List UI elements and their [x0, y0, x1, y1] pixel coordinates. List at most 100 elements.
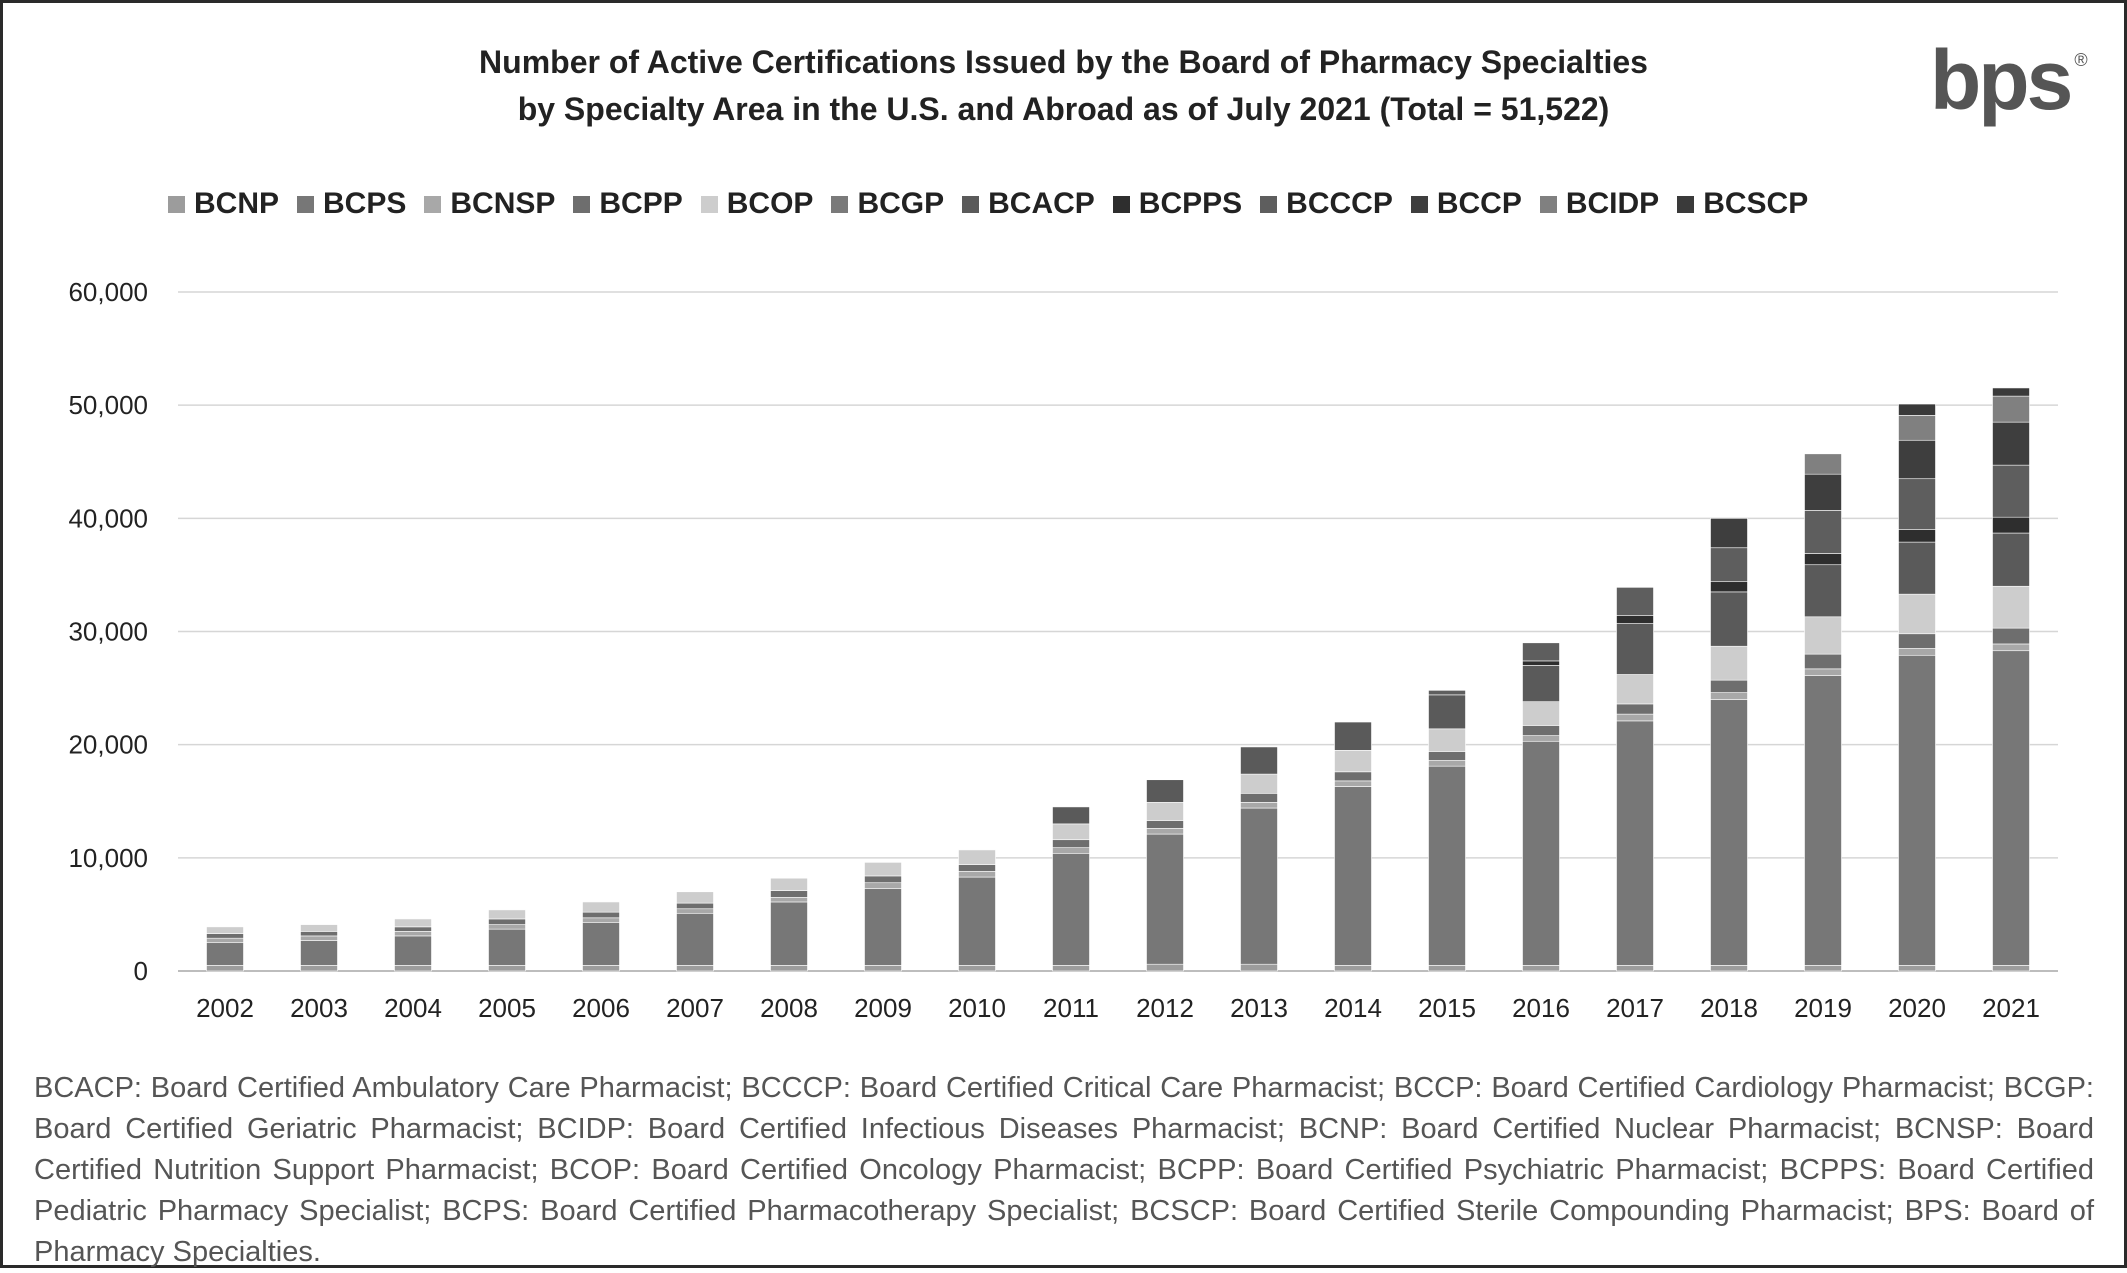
bar-segment-bcpp-2012	[1146, 820, 1184, 829]
legend-item-bcps: BCPS	[297, 187, 406, 221]
bar-segment-bcnp-2018	[1710, 965, 1748, 972]
bar-segment-bcop-2012	[1146, 802, 1184, 821]
bar-segment-bcps-2017	[1616, 720, 1654, 966]
bps-logo-text: bps	[1930, 33, 2073, 127]
legend-item-bcpps: BCPPS	[1112, 187, 1243, 221]
bar-segment-bcpp-2008	[770, 890, 808, 898]
bar-segment-bcop-2006	[582, 901, 620, 913]
legend-item-bcccp: BCCCP	[1260, 187, 1393, 221]
bar-segment-bcnsp-2019	[1804, 668, 1842, 676]
bar-segment-bcnsp-2006	[582, 917, 620, 923]
x-tick-label: 2014	[1324, 993, 1382, 1023]
bar-segment-bcpp-2016	[1522, 725, 1560, 736]
y-tick-label: 40,000	[68, 503, 148, 533]
x-tick-label: 2008	[760, 993, 818, 1023]
x-tick-label: 2019	[1794, 993, 1852, 1023]
bar-segment-bcpp-2018	[1710, 679, 1748, 693]
bar-segment-bcidp-2020	[1898, 415, 1936, 441]
bar-stacks	[206, 387, 2030, 972]
bar-segment-bcps-2010	[958, 876, 996, 966]
bar-segment-bcccp-2018	[1710, 547, 1748, 583]
stacked-bar-chart: 0 10,000 20,000 30,000 40,000 50,000 60,000 20…	[68, 277, 2058, 1023]
bar-segment-bcacp-2017	[1616, 623, 1654, 675]
bar-segment-bcnsp-2015	[1428, 760, 1466, 767]
bar-segment-bcnsp-2005	[488, 924, 526, 930]
bar-segment-bcop-2011	[1052, 823, 1090, 841]
bar-segment-bcop-2015	[1428, 728, 1466, 752]
x-axis-tick-labels: 2002 2003 2004 2005 2006 2007 2008 2009 2010 2011…	[196, 993, 2040, 1023]
bar-segment-bcps-2004	[394, 935, 432, 966]
x-tick-label: 2013	[1230, 993, 1288, 1023]
bar-segment-bcnp-2006	[582, 965, 620, 972]
legend-swatch	[1539, 195, 1557, 213]
legend-item-bcacp: BCACP	[962, 187, 1095, 221]
x-tick-label: 2021	[1982, 993, 2040, 1023]
bar-segment-bcnp-2010	[958, 965, 996, 972]
x-tick-label: 2016	[1512, 993, 1570, 1023]
bar-segment-bcpps-2019	[1804, 553, 1842, 566]
bar-segment-bcacp-2016	[1522, 665, 1560, 702]
legend-label: BCPPS	[1138, 187, 1243, 220]
legend-label: BCPS	[323, 187, 407, 220]
bar-segment-bcnp-2002	[206, 965, 244, 972]
bar-segment-bcps-2006	[582, 922, 620, 966]
bar-segment-bcps-2003	[300, 940, 338, 966]
bar-segment-bcpp-2010	[958, 864, 996, 872]
bar-segment-bcop-2003	[300, 924, 338, 932]
y-axis-tick-labels: 0 10,000 20,000 30,000 40,000 50,000 60,000	[68, 277, 148, 986]
bar-segment-bcnp-2011	[1052, 965, 1090, 972]
chart-title-line-2: by Specialty Area in the U.S. and Abroad…	[517, 91, 1610, 127]
bar-segment-bcacp-2011	[1052, 806, 1090, 825]
bar-segment-bcidp-2019	[1804, 453, 1842, 475]
bar-segment-bcacp-2020	[1898, 541, 1936, 595]
chart-legend: BCNP BCPS BCNSP BCPP BCOP BCGP BCACP BCPPS BCCCP…	[168, 186, 1826, 222]
legend-label: BCSCP	[1703, 187, 1809, 220]
bar-segment-bcps-2012	[1146, 833, 1184, 965]
bar-segment-bcnp-2004	[394, 965, 432, 972]
legend-label: BCCP	[1436, 187, 1522, 220]
bar-segment-bcnp-2007	[676, 965, 714, 972]
legend-label: BCACP	[988, 187, 1095, 220]
bar-segment-bcpp-2020	[1898, 633, 1936, 649]
bar-segment-bcps-2009	[864, 888, 902, 966]
bar-segment-bcacp-2021	[1992, 532, 2030, 587]
legend-label: BCIDP	[1565, 187, 1660, 220]
x-tick-label: 2005	[478, 993, 536, 1023]
bar-segment-bcop-2018	[1710, 645, 1748, 681]
bar-segment-bcnsp-2014	[1334, 780, 1372, 787]
y-tick-label: 30,000	[68, 617, 148, 647]
legend-item-bcgp: BCGP	[831, 187, 944, 221]
bar-segment-bcnp-2009	[864, 965, 902, 972]
y-tick-label: 60,000	[68, 277, 148, 307]
bar-segment-bcnp-2008	[770, 965, 808, 972]
bar-segment-bcop-2005	[488, 909, 526, 920]
bar-segment-bcps-2018	[1710, 699, 1748, 966]
bar-segment-bcnsp-2017	[1616, 713, 1654, 722]
bar-segment-bcpp-2013	[1240, 793, 1278, 803]
legend-item-bcscp: BCSCP	[1677, 187, 1808, 221]
bar-segment-bcnp-2016	[1522, 965, 1560, 972]
y-tick-label: 10,000	[68, 843, 148, 873]
x-tick-label: 2020	[1888, 993, 1946, 1023]
bar-segment-bcccp-2020	[1898, 478, 1936, 530]
legend-item-bccp: BCCP	[1410, 187, 1522, 221]
bar-segment-bccp-2018	[1710, 518, 1748, 549]
bar-segment-bcpp-2021	[1992, 627, 2030, 645]
legend-label: BCNP	[194, 187, 280, 220]
abbreviation-footnote: BCACP: Board Certified Ambulatory Care P…	[34, 1072, 2094, 1268]
bar-segment-bcnp-2017	[1616, 965, 1654, 972]
bps-logo: bps ®	[1930, 32, 2088, 129]
x-tick-label: 2018	[1700, 993, 1758, 1023]
bar-segment-bcop-2002	[206, 926, 244, 934]
legend-swatch	[700, 195, 718, 213]
bar-segment-bcnsp-2016	[1522, 735, 1560, 742]
legend-item-bcpp: BCPP	[573, 187, 683, 221]
bar-segment-bcccp-2021	[1992, 464, 2030, 518]
bar-segment-bcccp-2017	[1616, 587, 1654, 616]
legend-label: BCOP	[726, 187, 814, 220]
bar-segment-bcpps-2016	[1522, 660, 1560, 666]
bar-segment-bcacp-2013	[1240, 746, 1278, 775]
x-tick-label: 2004	[384, 993, 442, 1023]
x-tick-label: 2009	[854, 993, 912, 1023]
bar-segment-bcnsp-2011	[1052, 847, 1090, 854]
